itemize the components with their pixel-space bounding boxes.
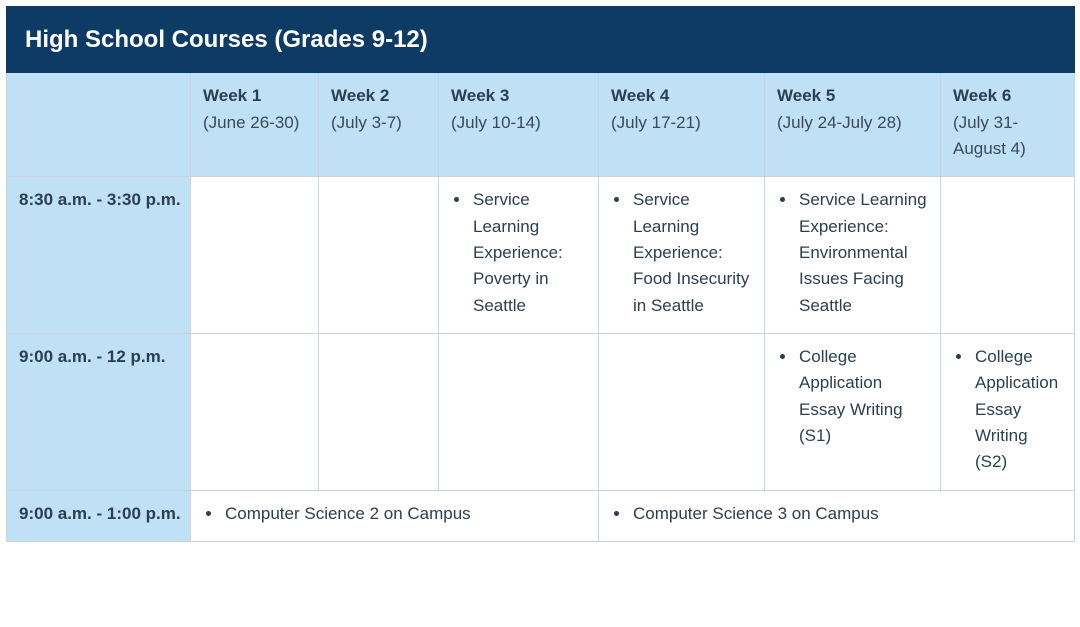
course-item: Service Learning Experience: Food Insecu… [631,187,752,319]
week-header-row: Week 1 (June 26-30) Week 2 (July 3-7) We… [7,73,1075,177]
cell-w5: College Application Essay Writing (S1) [765,333,941,490]
row-900-100: 9:00 a.m. - 1:00 p.m. Computer Science 2… [7,490,1075,541]
course-item: Service Learning Experience: Poverty in … [471,187,586,319]
week-3-head: Week 3 (July 10-14) [439,73,599,177]
cell-w5: Service Learning Experience: Environment… [765,177,941,334]
week-label: Week 1 [203,86,261,105]
week-dates: (July 10-14) [451,113,541,132]
cell-w2 [319,177,439,334]
week-dates: (July 31-August 4) [953,113,1026,158]
week-6-head: Week 6 (July 31-August 4) [941,73,1075,177]
week-label: Week 3 [451,86,509,105]
cell-w6: College Application Essay Writing (S2) [941,333,1075,490]
cell-w1 [191,333,319,490]
week-dates: (June 26-30) [203,113,299,132]
course-item: Service Learning Experience: Environment… [797,187,928,319]
cell-w4 [599,333,765,490]
cell-w4: Service Learning Experience: Food Insecu… [599,177,765,334]
week-label: Week 2 [331,86,389,105]
week-dates: (July 3-7) [331,113,402,132]
corner-cell [7,73,191,177]
cell-span-w1-w3: Computer Science 2 on Campus [191,490,599,541]
week-label: Week 5 [777,86,835,105]
course-item: Computer Science 2 on Campus [223,501,586,527]
course-item: College Application Essay Writing (S1) [797,344,928,449]
schedule-table: High School Courses (Grades 9-12) Week 1… [6,6,1075,542]
week-label: Week 6 [953,86,1011,105]
course-item: College Application Essay Writing (S2) [973,344,1062,476]
cell-w2 [319,333,439,490]
time-slot-label: 9:00 a.m. - 1:00 p.m. [7,490,191,541]
time-slot-label: 8:30 a.m. - 3:30 p.m. [7,177,191,334]
cell-w3 [439,333,599,490]
week-2-head: Week 2 (July 3-7) [319,73,439,177]
course-item: Computer Science 3 on Campus [631,501,1062,527]
week-label: Week 4 [611,86,669,105]
week-dates: (July 24-July 28) [777,113,902,132]
week-5-head: Week 5 (July 24-July 28) [765,73,941,177]
cell-w1 [191,177,319,334]
cell-w3: Service Learning Experience: Poverty in … [439,177,599,334]
cell-w6 [941,177,1075,334]
week-dates: (July 17-21) [611,113,701,132]
time-slot-label: 9:00 a.m. - 12 p.m. [7,333,191,490]
row-830-330: 8:30 a.m. - 3:30 p.m. Service Learning E… [7,177,1075,334]
cell-span-w4-w6: Computer Science 3 on Campus [599,490,1075,541]
row-900-12: 9:00 a.m. - 12 p.m. College Application … [7,333,1075,490]
title-row: High School Courses (Grades 9-12) [7,7,1075,73]
table-title: High School Courses (Grades 9-12) [7,7,1075,73]
week-1-head: Week 1 (June 26-30) [191,73,319,177]
week-4-head: Week 4 (July 17-21) [599,73,765,177]
